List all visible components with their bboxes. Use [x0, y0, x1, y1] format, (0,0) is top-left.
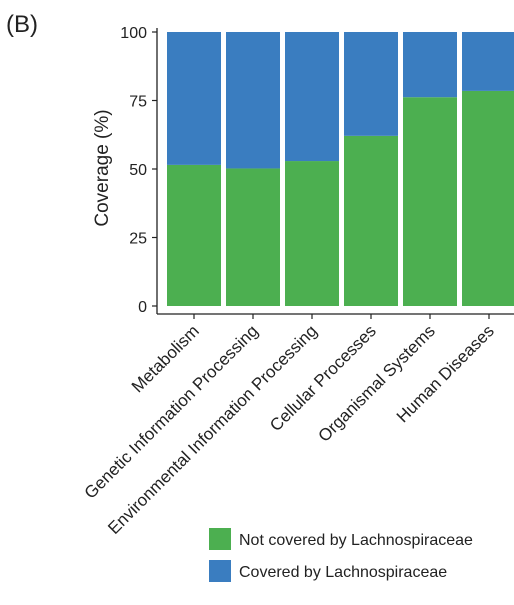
bar-covered: [344, 32, 398, 136]
bar-covered: [226, 32, 280, 169]
bar-covered: [403, 32, 457, 98]
bars: [167, 32, 514, 306]
y-tick-label: 75: [129, 94, 147, 111]
y-axis-label: Coverage (%): [92, 109, 113, 226]
legend-label: Covered by Lachnospiraceae: [239, 564, 447, 581]
bar-not-covered: [462, 90, 514, 306]
bar-not-covered: [226, 168, 280, 306]
y-tick-label: 25: [129, 231, 147, 248]
legend: Not covered by Lachnospiraceae Covered by…: [209, 528, 473, 582]
x-tick-label: Organismal Systems: [314, 321, 438, 445]
bar-not-covered: [344, 135, 398, 306]
bar-not-covered: [285, 161, 339, 306]
legend-label: Not covered by Lachnospiraceae: [239, 532, 473, 549]
bar-covered: [167, 32, 221, 165]
legend-swatch: [209, 560, 231, 582]
panel-label: (B): [6, 11, 38, 38]
y-tick-label: 0: [138, 299, 147, 316]
bar-covered: [285, 32, 339, 162]
legend-swatch: [209, 528, 231, 550]
y-tick-label: 100: [120, 25, 147, 42]
bar-covered: [462, 32, 514, 91]
y-axis: 0 25 50 75 100: [120, 25, 158, 316]
x-tick-label: Environmental Information Processing: [104, 321, 321, 538]
x-tick-label: Cellular Processes: [266, 321, 380, 435]
y-tick-label: 50: [129, 162, 147, 179]
bar-not-covered: [167, 164, 221, 306]
bar-not-covered: [403, 97, 457, 306]
